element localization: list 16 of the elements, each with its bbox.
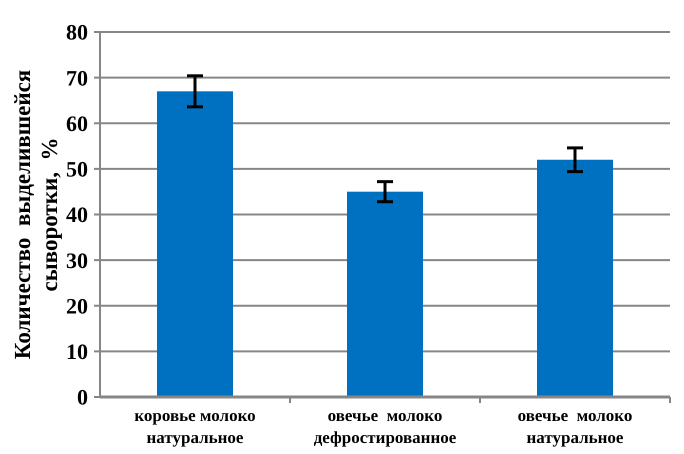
y-tick-label: 50 bbox=[66, 156, 88, 182]
y-tick-label: 0 bbox=[77, 384, 88, 410]
y-tick-label: 20 bbox=[66, 293, 88, 318]
y-tick-label: 60 bbox=[66, 110, 88, 136]
y-tick-label: 40 bbox=[66, 202, 88, 228]
y-tick-label: 10 bbox=[66, 339, 88, 364]
x-tick-label: овечье молоко натуральное bbox=[518, 406, 632, 447]
y-tick-label: 80 bbox=[66, 20, 88, 45]
y-axis-title: Количество выделившейся сыворотки, % bbox=[10, 70, 62, 360]
y-tick-label: 70 bbox=[66, 65, 88, 90]
x-tick-label: коровье молоко натуральное bbox=[134, 406, 256, 447]
y-tick-label: 30 bbox=[66, 248, 88, 273]
bar bbox=[537, 160, 613, 397]
x-tick-label: овечье молоко дефростированное bbox=[314, 406, 457, 447]
bar bbox=[347, 192, 423, 397]
bar bbox=[157, 91, 233, 397]
